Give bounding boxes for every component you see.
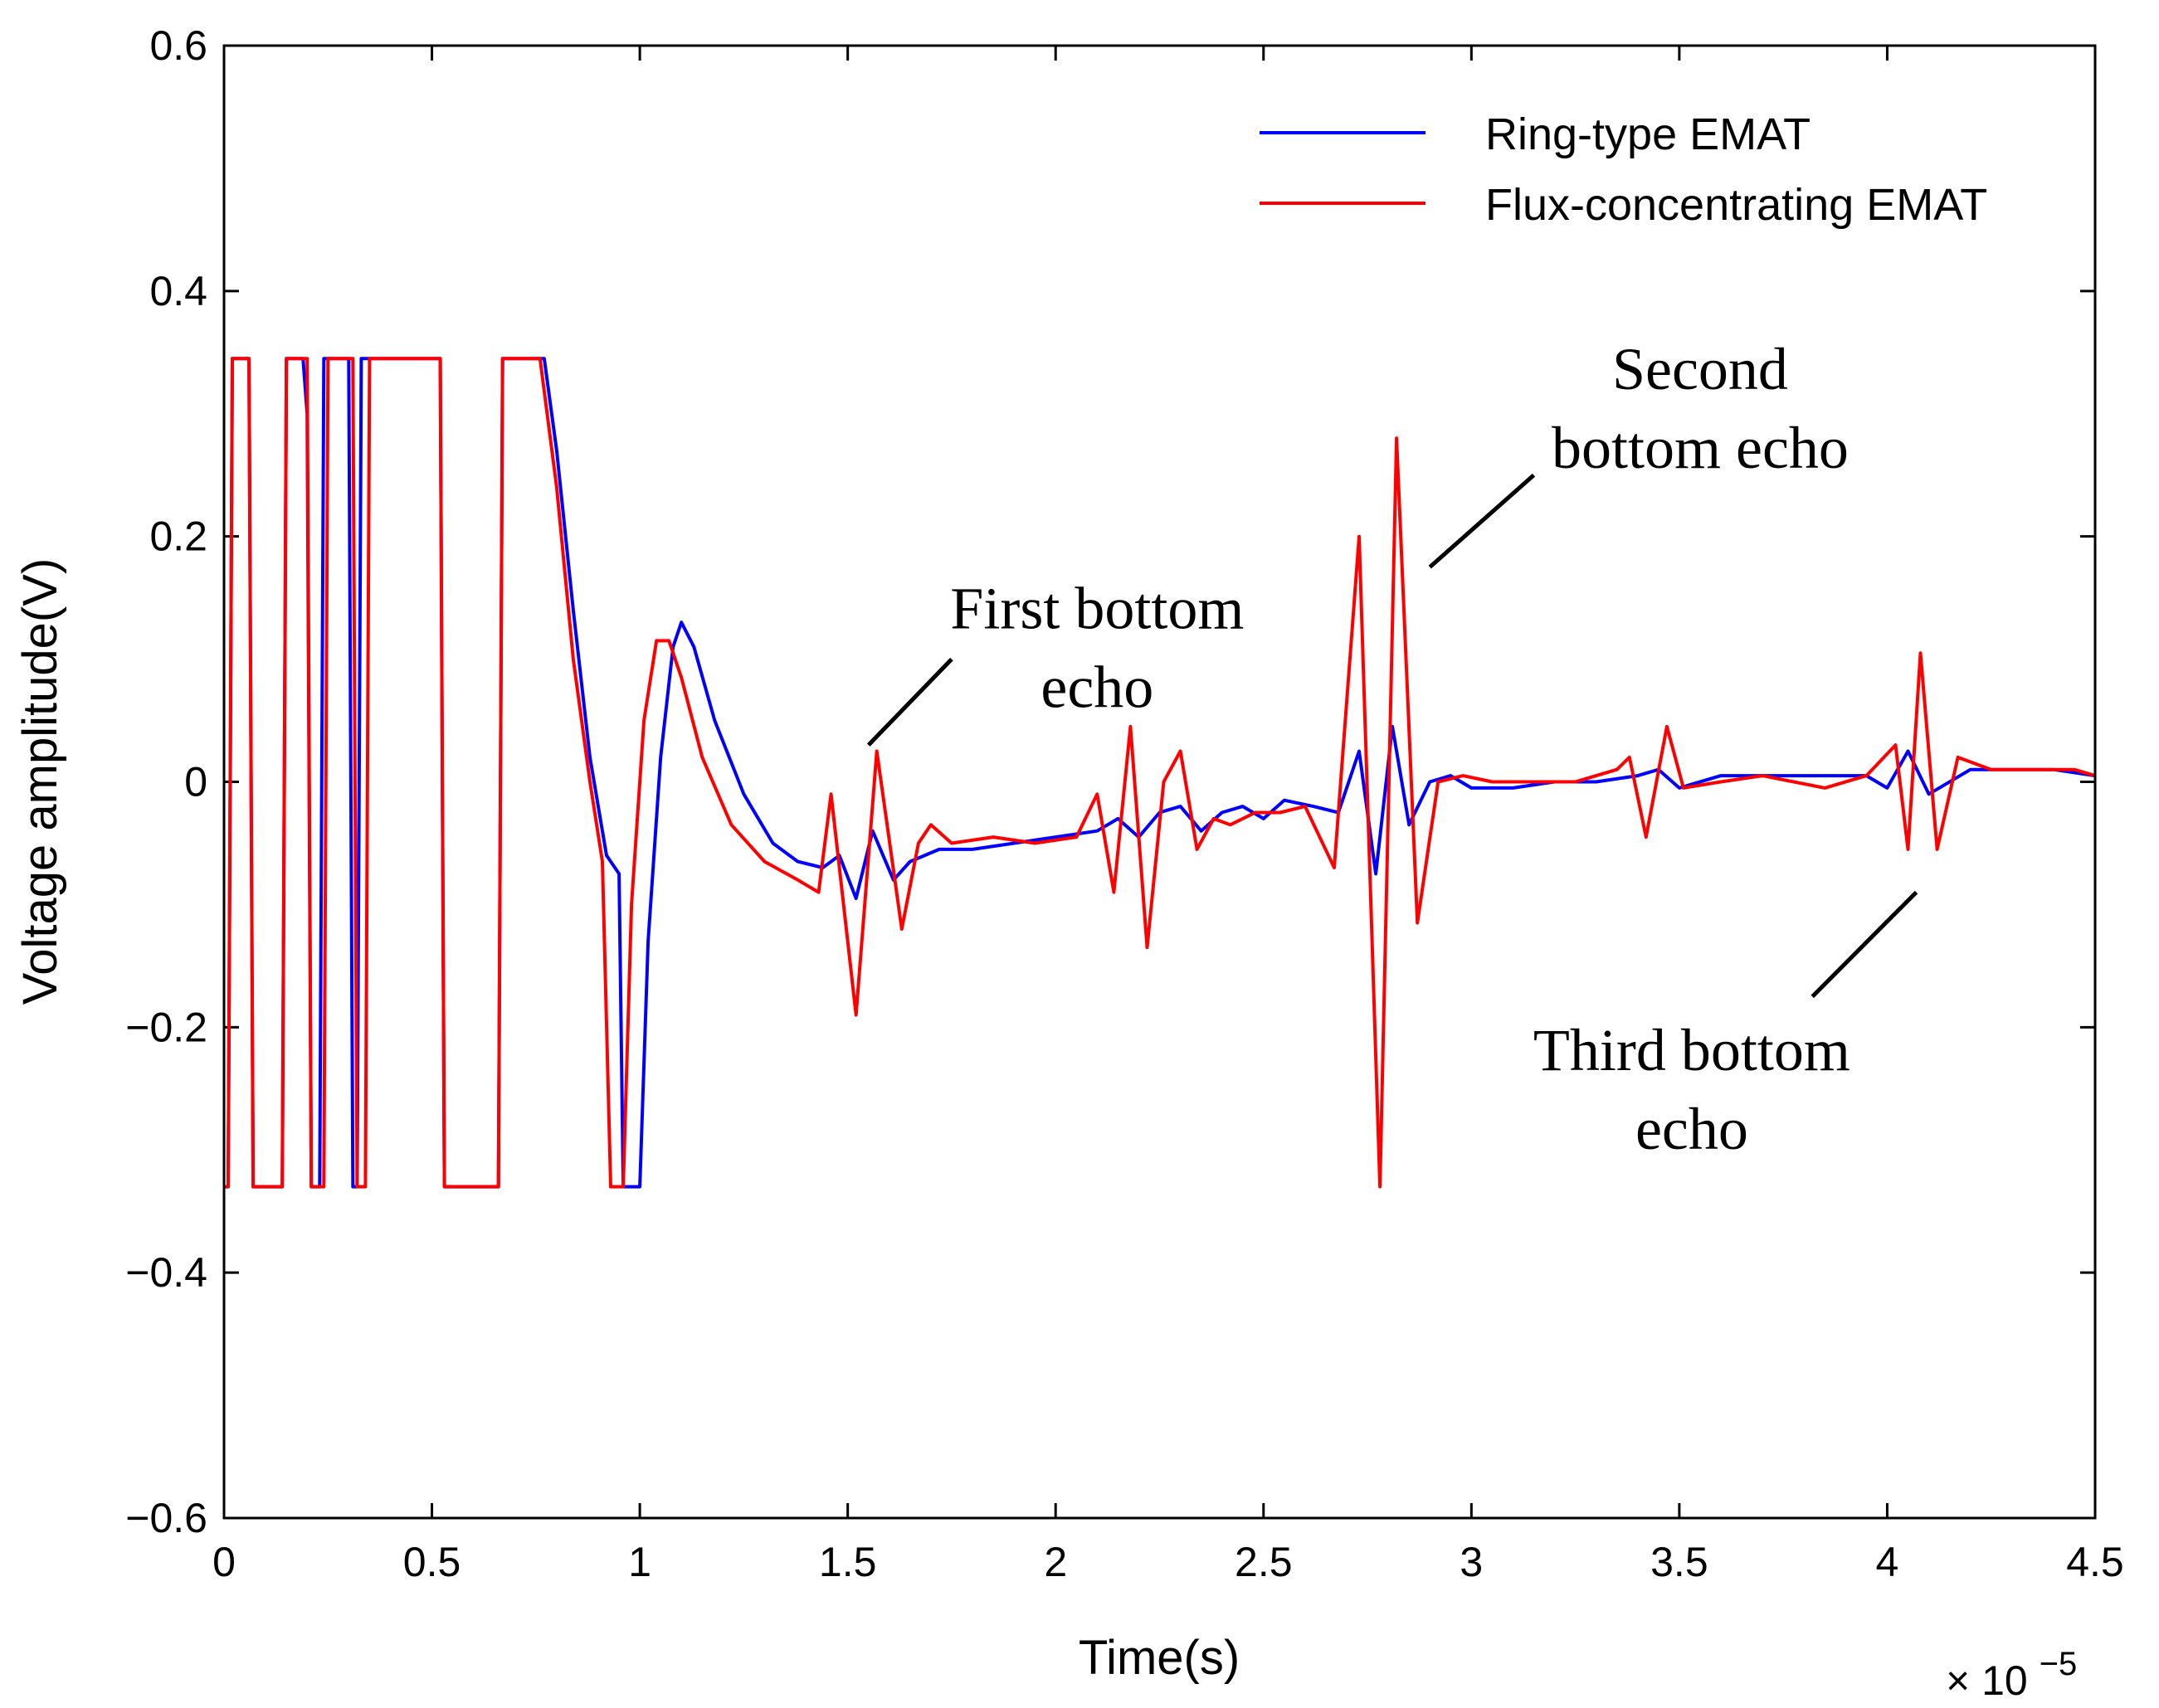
- x-tick-label-0: 0: [212, 1539, 236, 1585]
- x-tick-label-3: 3: [1460, 1539, 1483, 1585]
- plot-frame: [222, 44, 2097, 1520]
- annotation-2-line-1: Second: [1612, 336, 1788, 402]
- x-tick-label-1p5: 1.5: [819, 1539, 877, 1585]
- y-tick-label-0p4: −0.4: [125, 1249, 207, 1296]
- x-tick-label-1: 1: [628, 1539, 651, 1585]
- x-tick-label-3p5: 3.5: [1650, 1539, 1708, 1585]
- y-tick-label-0: 0: [184, 759, 207, 805]
- x-axis-title: Time(s): [1079, 1631, 1240, 1685]
- ticks: 0 0.5 1 1.5 2 2.5 3 3.5 4 4.5 0.6 0.4 0.2 0 −0.2 −0.4 −0…: [125, 22, 2123, 1585]
- series-group: [224, 357, 2096, 1189]
- annotation-pointer-1: [866, 657, 953, 747]
- y-tick-label-0p2: 0.2: [149, 513, 207, 560]
- plot-area: [224, 46, 2095, 1518]
- annotation-pointer-2: [1428, 473, 1536, 569]
- x-tick-label-2: 2: [1044, 1539, 1067, 1585]
- x-tick-label-4p5: 4.5: [2066, 1539, 2124, 1585]
- annotation-1-line-2: echo: [1041, 654, 1153, 721]
- series-line-flux-concentrating-emat: [224, 357, 2096, 1189]
- annotation-3-line-2: echo: [1635, 1096, 1748, 1162]
- y-tick-label-0p2: −0.2: [125, 1004, 207, 1050]
- y-tick-label-0p6: 0.6: [149, 22, 207, 69]
- annotations: First bottom echo Second bottom echo Third b…: [866, 336, 1918, 1162]
- x-tick-label-0p5: 0.5: [403, 1539, 461, 1585]
- annotation-2-line-2: bottom echo: [1552, 415, 1849, 481]
- y-tick-label-0p4: 0.4: [149, 268, 207, 314]
- annotation-1-line-1: First bottom: [950, 576, 1244, 642]
- annotation-pointer-3: [1811, 890, 1918, 999]
- x-axis-multiplier: × 10 −5: [1946, 1646, 2077, 1704]
- y-tick-label-0p6: −0.6: [125, 1495, 207, 1541]
- y-axis-title: Voltage amplitude(V): [13, 558, 67, 1005]
- x-tick-label-2p5: 2.5: [1235, 1539, 1293, 1585]
- annotation-3-line-1: Third bottom: [1533, 1017, 1850, 1083]
- legend-label-ring-type: Ring-type EMAT: [1485, 109, 1811, 159]
- legend: Ring-type EMAT Flux-concentrating EMAT: [1260, 109, 1987, 230]
- legend-label-flux-concentrating: Flux-concentrating EMAT: [1485, 180, 1987, 230]
- x-tick-label-4: 4: [1876, 1539, 1899, 1585]
